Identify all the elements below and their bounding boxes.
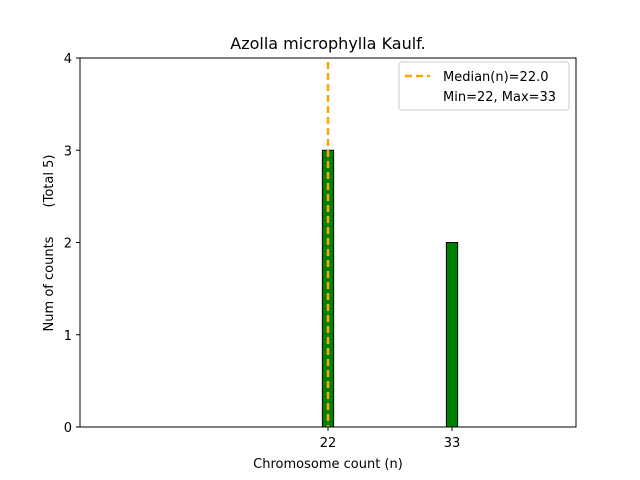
plot-area: 0 1 2 3 4 22 33 (64, 52, 577, 451)
x-tick-label-22: 22 (320, 436, 337, 451)
legend-entry-min-max: Min=22, Max=33 (443, 90, 556, 105)
y-tick-label-0: 0 (64, 421, 72, 436)
legend: Median(n)=22.0 Min=22, Max=33 (398, 61, 570, 111)
bar-33 (445, 242, 459, 428)
y-axis-label-extra: (Total 5) (42, 155, 57, 208)
y-tick-label-3: 3 (64, 144, 72, 159)
legend-box (398, 61, 570, 111)
legend-entry-median: Median(n)=22.0 (443, 70, 549, 85)
chart-title: Azolla microphylla Kaulf. (230, 34, 425, 53)
x-axis-label: Chromosome count (n) (253, 457, 403, 472)
y-axis-label: Num of counts (42, 236, 57, 331)
y-tick-label-1: 1 (64, 329, 72, 344)
y-tick-label-2: 2 (64, 237, 72, 252)
y-tick-label-4: 4 (64, 52, 72, 67)
x-tick-label-33: 33 (444, 436, 461, 451)
